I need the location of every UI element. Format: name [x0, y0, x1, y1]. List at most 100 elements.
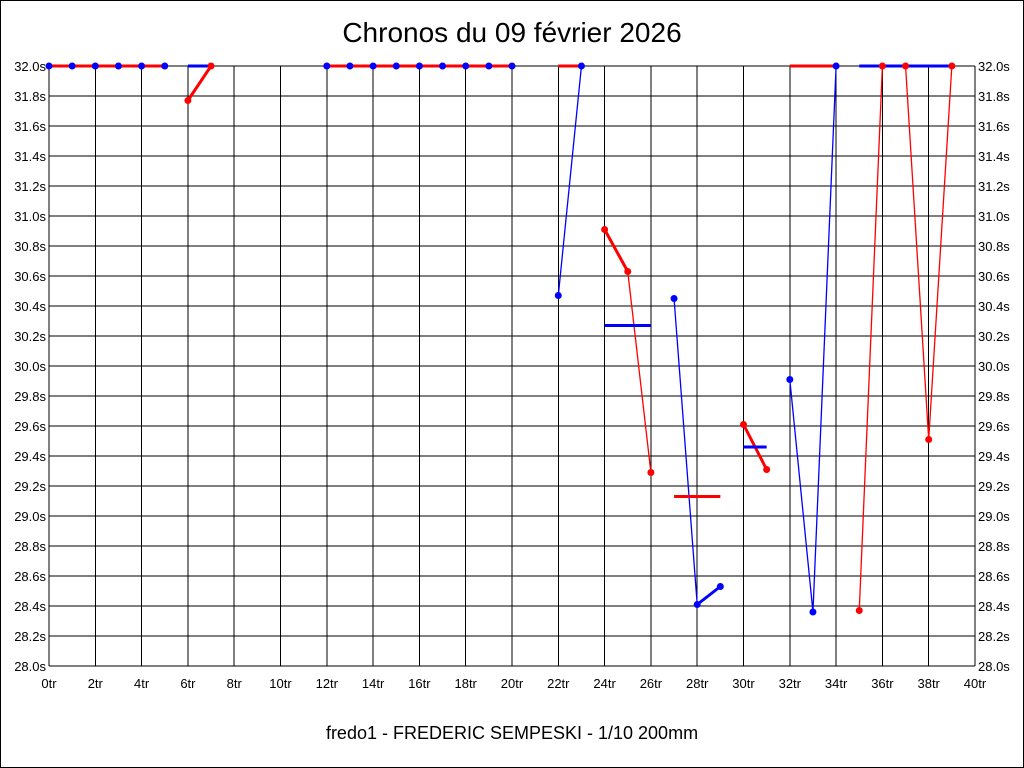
x-tick-label: 22tr: [547, 676, 570, 691]
x-tick-label: 6tr: [180, 676, 196, 691]
y-tick-label-left: 31.2s: [14, 179, 46, 194]
y-tick-label-right: 29.0s: [978, 509, 1010, 524]
lap-point-red: [878, 62, 886, 70]
lap-point-red: [763, 466, 771, 473]
y-tick-label-left: 28.2s: [14, 629, 46, 644]
lap-point-red: [925, 436, 933, 443]
y-tick-label-left: 28.0s: [14, 659, 46, 674]
y-tick-label-right: 29.6s: [978, 419, 1010, 434]
y-tick-label-left: 30.0s: [14, 359, 46, 374]
x-tick-label: 40tr: [964, 676, 987, 691]
series-line-red: [627, 271, 652, 473]
y-tick-label-right: 31.2s: [978, 179, 1010, 194]
x-tick-label: 24tr: [593, 676, 616, 691]
lap-point-blue: [439, 62, 447, 70]
y-tick-label-right: 30.4s: [978, 299, 1010, 314]
lap-point-blue: [786, 376, 794, 383]
y-tick-label-right: 30.6s: [978, 269, 1010, 284]
y-tick-label-right: 29.8s: [978, 389, 1010, 404]
y-tick-label-left: 31.4s: [14, 149, 46, 164]
y-tick-label-right: 28.8s: [978, 539, 1010, 554]
lap-point-blue: [832, 62, 840, 70]
y-tick-label-right: 31.6s: [978, 119, 1010, 134]
y-tick-label-right: 31.0s: [978, 209, 1010, 224]
y-tick-label-left: 29.6s: [14, 419, 46, 434]
y-tick-label-left: 31.8s: [14, 89, 46, 104]
lap-point-red: [207, 62, 215, 70]
x-tick-label: 34tr: [825, 676, 848, 691]
x-tick-label: 14tr: [362, 676, 385, 691]
x-tick-label: 36tr: [871, 676, 894, 691]
lap-point-blue: [45, 62, 53, 70]
lap-point-blue: [161, 62, 169, 70]
y-tick-label-right: 30.2s: [978, 329, 1010, 344]
y-tick-label-right: 31.4s: [978, 149, 1010, 164]
series-line-blue: [673, 298, 698, 605]
x-tick-label: 4tr: [134, 676, 150, 691]
y-tick-label-left: 29.2s: [14, 479, 46, 494]
lap-point-red: [647, 469, 655, 476]
lap-point-blue: [462, 62, 470, 70]
y-tick-label-right: 30.0s: [978, 359, 1010, 374]
y-tick-label-left: 28.4s: [14, 599, 46, 614]
lap-point-blue: [346, 62, 354, 70]
y-tick-label-left: 29.8s: [14, 389, 46, 404]
y-tick-label-left: 31.0s: [14, 209, 46, 224]
lap-point-blue: [392, 62, 400, 70]
lap-point-blue: [369, 62, 377, 70]
lap-point-blue: [415, 62, 423, 70]
y-tick-label-right: 28.4s: [978, 599, 1010, 614]
lap-point-red: [740, 421, 747, 428]
y-tick-label-right: 30.8s: [978, 239, 1010, 254]
x-tick-label: 12tr: [316, 676, 339, 691]
lap-point-blue: [693, 601, 701, 608]
y-tick-label-right: 28.0s: [978, 659, 1010, 674]
x-tick-label: 16tr: [408, 676, 431, 691]
x-tick-label: 32tr: [779, 676, 802, 691]
chart-title: Chronos du 09 février 2026: [342, 17, 682, 48]
y-tick-label-left: 31.6s: [14, 119, 46, 134]
y-tick-label-left: 30.4s: [14, 299, 46, 314]
lap-point-blue: [68, 62, 76, 70]
lap-point-blue: [716, 583, 724, 590]
x-tick-label: 18tr: [454, 676, 477, 691]
series-line-blue: [557, 65, 583, 296]
y-tick-label-left: 30.6s: [14, 269, 46, 284]
lap-point-blue: [485, 62, 493, 70]
series-line-red: [858, 65, 884, 611]
lap-point-blue: [323, 62, 331, 70]
series-line-blue: [789, 65, 837, 613]
y-tick-label-right: 29.2s: [978, 479, 1010, 494]
x-tick-label: 20tr: [501, 676, 524, 691]
chart-footer: fredo1 - FREDERIC SEMPESKI - 1/10 200mm: [325, 723, 699, 743]
y-tick-label-left: 30.2s: [14, 329, 46, 344]
x-tick-label: 38tr: [917, 676, 940, 691]
x-tick-label: 26tr: [640, 676, 663, 691]
lap-point-blue: [809, 608, 817, 616]
lap-point-blue: [577, 62, 585, 70]
x-tick-label: 2tr: [88, 676, 104, 691]
lap-point-blue: [138, 62, 146, 70]
y-tick-label-right: 29.4s: [978, 449, 1010, 464]
x-tick-label: 8tr: [227, 676, 243, 691]
lap-point-red: [184, 97, 192, 104]
y-tick-label-left: 29.4s: [14, 449, 46, 464]
series-line-red: [603, 228, 630, 273]
series-line-red: [186, 65, 213, 102]
y-tick-label-right: 31.8s: [978, 89, 1010, 104]
x-tick-label: 0tr: [41, 676, 57, 691]
lap-point-red: [855, 607, 863, 614]
lap-point-blue: [554, 292, 562, 299]
y-tick-label-right: 32.0s: [978, 59, 1010, 74]
lap-point-blue: [114, 62, 122, 70]
lap-point-red: [624, 268, 632, 275]
lap-point-blue: [91, 62, 99, 70]
y-tick-label-left: 32.0s: [14, 59, 46, 74]
series-line-blue: [696, 585, 722, 606]
y-tick-label-left: 29.0s: [14, 509, 46, 524]
x-tick-label: 30tr: [732, 676, 755, 691]
y-tick-label-left: 28.8s: [14, 539, 46, 554]
lap-point-blue: [670, 295, 678, 302]
